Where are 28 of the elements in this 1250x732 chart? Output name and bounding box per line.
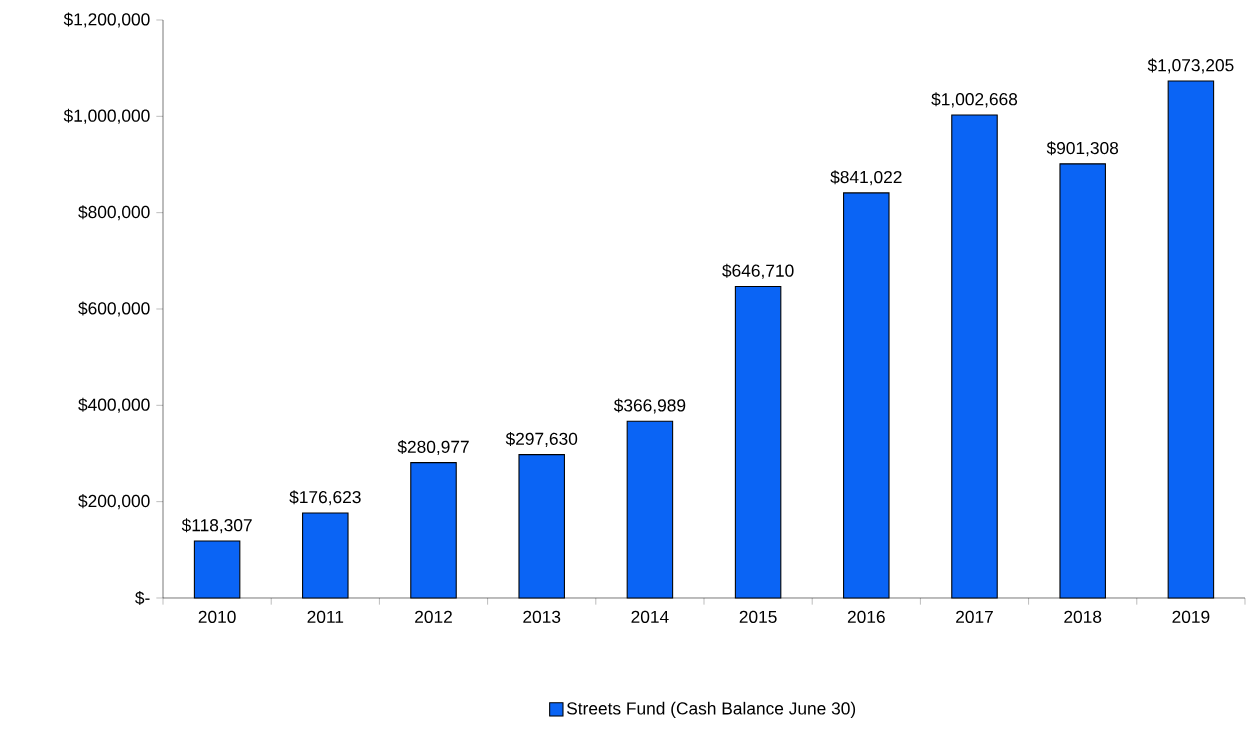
y-tick-label: $1,200,000 xyxy=(63,12,150,28)
y-tick-label: $400,000 xyxy=(78,397,150,413)
text: $176,623 xyxy=(289,490,361,506)
y-tick-label: $600,000 xyxy=(78,301,150,317)
x-tick-label: 2016 xyxy=(847,610,885,623)
x-tick-label: 2012 xyxy=(415,610,452,623)
x-tick-label: 2019 xyxy=(1172,610,1210,623)
text: $366,989 xyxy=(613,398,686,414)
text: $901,308 xyxy=(1046,141,1119,157)
text: $841,022 xyxy=(830,170,902,186)
y-tick-label: $200,000 xyxy=(78,494,150,510)
text: $646,710 xyxy=(722,263,794,279)
x-tick-label: 2013 xyxy=(523,610,561,623)
x-tick-label: 2018 xyxy=(1064,610,1102,623)
x-tick-label: 2017 xyxy=(956,610,993,623)
x-tick-label: 2015 xyxy=(739,610,777,623)
text: $1,073,205 xyxy=(1147,58,1234,74)
text: $1,002,668 xyxy=(931,92,1018,108)
y-tick-label: $- xyxy=(135,590,150,605)
y-tick-label: $1,000,000 xyxy=(63,108,150,124)
x-tick-label: 2011 xyxy=(307,610,344,623)
legend-label: Streets Fund (Cash Balance June 30) xyxy=(566,701,856,718)
y-tick-label: $800,000 xyxy=(78,205,150,221)
text: $118,307 xyxy=(181,518,252,534)
text: $280,977 xyxy=(397,439,469,456)
x-tick-label: 2010 xyxy=(198,610,236,623)
text: $297,630 xyxy=(505,431,578,447)
x-tick-label: 2014 xyxy=(631,610,669,623)
